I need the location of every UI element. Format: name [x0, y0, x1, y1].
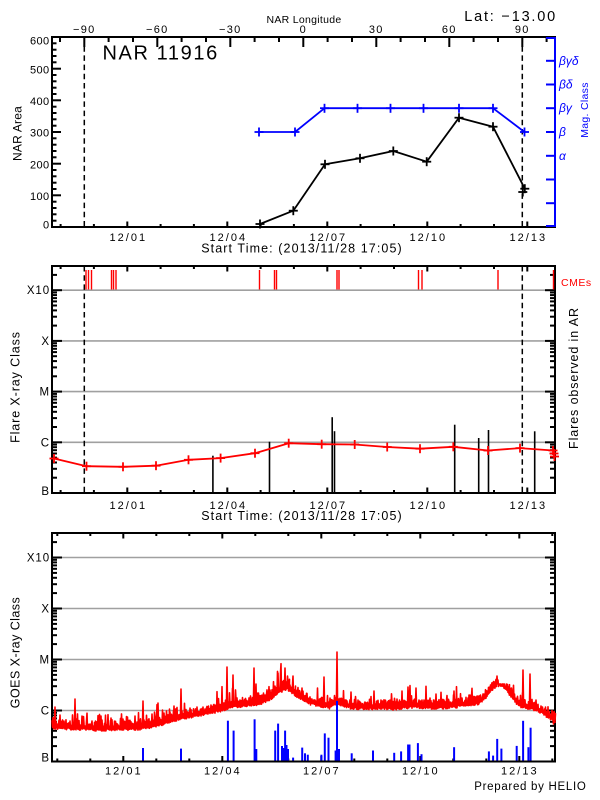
svg-text:12/04: 12/04 — [210, 232, 248, 244]
svg-text:0: 0 — [300, 24, 307, 36]
svg-text:X10: X10 — [27, 285, 50, 297]
svg-text:12/10: 12/10 — [402, 766, 440, 778]
svg-text:B: B — [41, 486, 50, 498]
svg-text:12/01: 12/01 — [105, 766, 143, 778]
svg-text:−90: −90 — [73, 24, 96, 36]
svg-text:X: X — [41, 336, 50, 348]
svg-text:12/01: 12/01 — [110, 232, 148, 244]
svg-text:500: 500 — [30, 64, 50, 76]
svg-text:C: C — [41, 437, 50, 449]
svg-text:12/13: 12/13 — [510, 500, 548, 512]
svg-text:12/04: 12/04 — [204, 766, 242, 778]
svg-text:GOES X-ray Class: GOES X-ray Class — [9, 597, 23, 708]
svg-text:Flares observed in AR: Flares observed in AR — [567, 307, 581, 449]
svg-text:0: 0 — [43, 219, 50, 231]
svg-text:90: 90 — [515, 24, 530, 36]
svg-text:12/01: 12/01 — [110, 500, 148, 512]
svg-text:12/07: 12/07 — [303, 766, 341, 778]
svg-text:Mag. Class: Mag. Class — [579, 82, 591, 138]
svg-text:12/07: 12/07 — [310, 500, 348, 512]
svg-text:30: 30 — [369, 24, 384, 36]
svg-text:12/07: 12/07 — [310, 232, 348, 244]
svg-text:400: 400 — [30, 96, 50, 108]
svg-text:12/04: 12/04 — [210, 500, 248, 512]
svg-text:βγ: βγ — [558, 101, 573, 115]
svg-text:B: B — [41, 753, 50, 765]
svg-text:βγδ: βγδ — [558, 54, 579, 68]
svg-text:Flare X-ray Class: Flare X-ray Class — [9, 331, 23, 443]
svg-text:M: M — [40, 387, 50, 399]
svg-text:β: β — [558, 125, 566, 139]
svg-text:NAR Longitude: NAR Longitude — [266, 14, 341, 26]
svg-text:NAR 11916: NAR 11916 — [103, 43, 219, 65]
svg-text:−30: −30 — [219, 24, 242, 36]
svg-text:C: C — [41, 706, 50, 718]
svg-text:60: 60 — [442, 24, 457, 36]
svg-text:M: M — [40, 655, 50, 667]
svg-text:Start Time: (2013/11/28 17:05): Start Time: (2013/11/28 17:05) — [201, 242, 403, 256]
svg-text:Lat: −13.00: Lat: −13.00 — [464, 9, 557, 25]
svg-text:200: 200 — [30, 159, 50, 171]
svg-text:300: 300 — [30, 128, 50, 140]
svg-text:CMEs: CMEs — [561, 277, 592, 289]
svg-text:βδ: βδ — [558, 78, 573, 92]
svg-text:α: α — [559, 149, 567, 163]
svg-text:X10: X10 — [27, 553, 50, 565]
svg-text:Start Time: (2013/11/28 17:05): Start Time: (2013/11/28 17:05) — [201, 509, 403, 523]
svg-text:X: X — [41, 604, 50, 616]
svg-text:Prepared by HELIO: Prepared by HELIO — [474, 781, 586, 793]
svg-text:−60: −60 — [146, 24, 169, 36]
svg-text:NAR Area: NAR Area — [11, 106, 25, 161]
svg-text:12/10: 12/10 — [410, 500, 448, 512]
svg-text:12/13: 12/13 — [510, 232, 548, 244]
svg-text:12/10: 12/10 — [410, 232, 448, 244]
svg-text:12/13: 12/13 — [501, 766, 539, 778]
svg-text:600: 600 — [30, 36, 50, 48]
svg-text:100: 100 — [30, 191, 50, 203]
